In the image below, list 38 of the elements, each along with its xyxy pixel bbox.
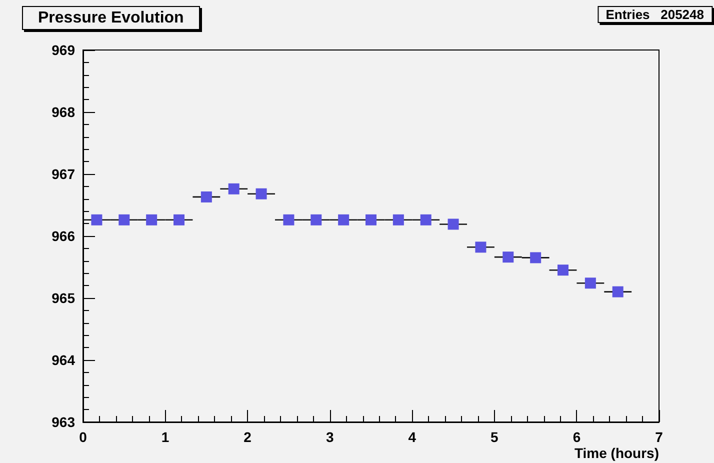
x-tick-label: 2 <box>244 429 252 445</box>
point <box>256 188 267 200</box>
x-tick-label: 7 <box>655 429 664 445</box>
y-tick-label: 964 <box>52 352 76 368</box>
point <box>392 214 404 226</box>
y-tick-label: 968 <box>52 104 76 120</box>
point <box>283 214 294 226</box>
point <box>200 191 212 202</box>
chart-title: Pressure Evolution <box>38 10 184 26</box>
x-tick-label: 5 <box>490 429 499 445</box>
x-axis-title: Time (hours) <box>574 445 659 461</box>
point <box>530 252 542 264</box>
point <box>502 252 514 263</box>
point <box>584 278 596 289</box>
x-tick-label: 4 <box>408 429 416 445</box>
point <box>146 214 158 226</box>
point <box>612 286 624 298</box>
point <box>448 218 459 230</box>
point <box>91 214 102 226</box>
y-tick-label: 966 <box>52 228 76 244</box>
y-tick-label: 967 <box>52 166 76 182</box>
x-tick-label: 1 <box>161 429 170 445</box>
x-tick-label: 0 <box>79 429 88 445</box>
point <box>228 183 240 194</box>
point <box>557 264 568 276</box>
point <box>118 214 130 226</box>
point <box>366 214 376 226</box>
point <box>420 214 432 226</box>
point <box>310 214 322 226</box>
x-tick-label: 6 <box>572 429 581 445</box>
text: Entries 205248 <box>606 7 704 22</box>
point <box>475 242 486 253</box>
y-tick-label: 969 <box>52 42 76 58</box>
point <box>174 214 185 226</box>
point <box>338 214 350 226</box>
x-tick-label: 3 <box>326 429 334 445</box>
y-tick-label: 965 <box>52 290 76 306</box>
y-tick-label: 963 <box>52 414 76 430</box>
